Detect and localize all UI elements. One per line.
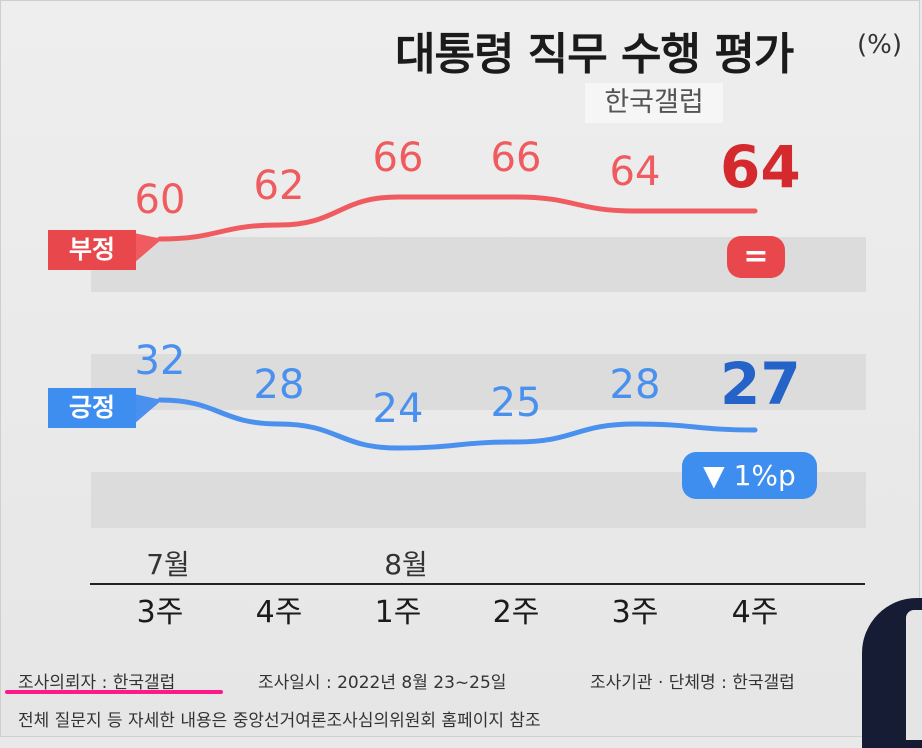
data-label: 25 bbox=[491, 380, 542, 426]
x-tick-label: 3주 bbox=[137, 595, 184, 630]
data-label: 28 bbox=[254, 362, 305, 408]
series-line-negative bbox=[157, 194, 758, 242]
month-label: 8월 bbox=[384, 548, 428, 581]
data-label: 66 bbox=[491, 135, 542, 181]
data-label: 24 bbox=[373, 386, 424, 432]
chart-title: 대통령 직무 수행 평가 bbox=[395, 29, 794, 80]
negative-change-badge: = bbox=[727, 236, 785, 278]
data-label: 64 bbox=[610, 149, 661, 195]
data-label: 66 bbox=[373, 135, 424, 181]
x-tick-label: 4주 bbox=[732, 595, 779, 630]
chart-unit: (%) bbox=[857, 30, 902, 60]
label-pointer bbox=[134, 233, 162, 263]
label-pointer bbox=[134, 394, 162, 424]
data-label: 28 bbox=[610, 362, 661, 408]
series-label-positive: 긍정 bbox=[48, 388, 136, 428]
chart-source: 한국갤럽 bbox=[585, 83, 723, 123]
month-label: 7월 bbox=[146, 548, 190, 581]
footer-agency: 조사기관 · 단체명 : 한국갤럽 bbox=[590, 673, 795, 693]
data-label: 32 bbox=[135, 338, 186, 384]
positive-latest-value: 27 bbox=[720, 350, 801, 418]
presenter-collar bbox=[906, 610, 922, 740]
x-tick-label: 2주 bbox=[493, 595, 540, 630]
x-tick-label: 1주 bbox=[375, 595, 422, 630]
footer-note: 전체 질문지 등 자세한 내용은 중앙선거여론조사심의위원회 홈페이지 참조 bbox=[18, 711, 541, 731]
band-stripe bbox=[91, 354, 866, 410]
x-tick-label: 3주 bbox=[612, 595, 659, 630]
negative-latest-value: 64 bbox=[720, 133, 801, 201]
footer-requester: 조사의뢰자 : 한국갤럽 bbox=[18, 673, 176, 693]
series-label-negative: 부정 bbox=[48, 230, 136, 270]
data-label: 62 bbox=[254, 163, 305, 209]
series-line-positive bbox=[157, 397, 758, 451]
x-tick-label: 4주 bbox=[256, 595, 303, 630]
highlight-underline bbox=[5, 690, 223, 694]
positive-change-badge: ▼ 1%p bbox=[682, 452, 817, 499]
footer-dates: 조사일시 : 2022년 8월 23~25일 bbox=[258, 673, 507, 693]
data-label: 60 bbox=[135, 177, 186, 223]
